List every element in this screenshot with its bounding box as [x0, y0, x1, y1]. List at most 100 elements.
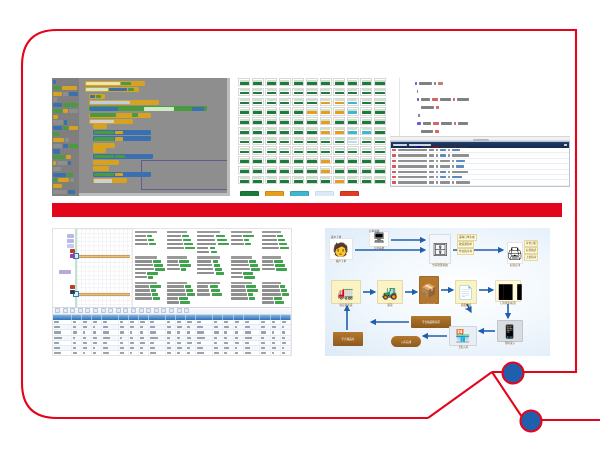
status-cell-header[interactable] — [361, 147, 371, 150]
ladder-contact[interactable] — [73, 291, 79, 297]
status-cell[interactable] — [238, 107, 250, 116]
status-cell[interactable] — [251, 166, 264, 175]
parameter-row[interactable] — [197, 250, 228, 254]
code-token[interactable] — [457, 145, 467, 149]
block-socket[interactable] — [119, 107, 143, 111]
cell-text[interactable] — [82, 321, 87, 324]
cell-text[interactable] — [244, 352, 251, 355]
cell-text[interactable] — [214, 347, 219, 350]
status-cell-body[interactable] — [280, 170, 290, 173]
status-cell-body[interactable] — [266, 121, 276, 124]
parameter-group-title[interactable] — [167, 231, 188, 234]
parameter-row[interactable] — [261, 297, 289, 300]
table-cell[interactable] — [149, 330, 167, 335]
table-row[interactable] — [53, 346, 291, 352]
status-cell-body[interactable] — [361, 131, 371, 134]
cell-text[interactable] — [167, 341, 171, 345]
status-cell[interactable] — [251, 136, 264, 145]
parameter-value[interactable] — [242, 271, 253, 275]
parameter-label[interactable] — [135, 285, 149, 288]
data-grid-header-cell[interactable] — [234, 314, 244, 321]
table-cell[interactable] — [139, 325, 150, 330]
status-cell-header[interactable] — [293, 108, 303, 111]
status-cell-body[interactable] — [361, 91, 371, 95]
parameter-group-title[interactable] — [167, 281, 188, 285]
code-block[interactable] — [93, 160, 119, 166]
parameter-row[interactable] — [230, 259, 260, 263]
parameter-group-title[interactable] — [135, 281, 157, 285]
status-cell-body[interactable] — [293, 150, 303, 154]
cell-text[interactable] — [92, 347, 96, 350]
parameter-row[interactable] — [167, 289, 195, 293]
table-cell[interactable] — [149, 320, 167, 325]
cell-text[interactable] — [261, 352, 266, 355]
code-block[interactable] — [93, 166, 109, 171]
table-cell[interactable] — [72, 325, 82, 330]
parameter-row[interactable] — [197, 242, 229, 246]
status-cell-header[interactable] — [280, 118, 290, 121]
parameter-label[interactable] — [167, 293, 187, 296]
log-token[interactable] — [392, 165, 396, 168]
parameter-group-title[interactable] — [197, 256, 220, 259]
parameter-row[interactable] — [167, 263, 195, 267]
status-cell[interactable] — [305, 87, 318, 96]
block-stack[interactable] — [93, 148, 153, 167]
status-cell[interactable] — [305, 117, 318, 126]
status-cell-body[interactable] — [375, 82, 385, 85]
status-cell-header[interactable] — [348, 118, 358, 121]
cell-text[interactable] — [92, 352, 97, 355]
status-cell-body[interactable] — [253, 121, 263, 124]
data-grid-header[interactable] — [53, 314, 291, 321]
status-cell[interactable] — [238, 136, 250, 145]
parameter-label[interactable] — [261, 301, 274, 304]
block-socket[interactable] — [144, 107, 174, 111]
parameter-label[interactable] — [261, 234, 276, 238]
cell-text[interactable] — [244, 331, 251, 334]
status-cell-body[interactable] — [266, 140, 276, 144]
table-cell[interactable] — [72, 320, 82, 325]
block-stack[interactable] — [93, 166, 151, 185]
parameter-row[interactable] — [135, 259, 165, 263]
status-cell-body[interactable] — [321, 121, 331, 124]
cell-text[interactable] — [72, 326, 77, 329]
ladder-rung[interactable] — [77, 255, 130, 259]
log-token[interactable] — [452, 149, 460, 152]
palette-chip[interactable] — [53, 166, 61, 171]
palette-chip[interactable] — [65, 137, 69, 142]
status-cell-header[interactable] — [334, 108, 344, 111]
block-socket[interactable] — [90, 94, 95, 99]
cell-text[interactable] — [177, 352, 180, 355]
data-grid-header-cell[interactable] — [53, 314, 72, 321]
status-cell[interactable] — [305, 156, 318, 165]
cell-text[interactable] — [261, 326, 266, 329]
block-socket[interactable] — [90, 119, 114, 123]
status-cell[interactable] — [346, 107, 359, 116]
status-cell-header[interactable] — [239, 79, 249, 82]
table-cell[interactable] — [223, 351, 234, 355]
parameter-value[interactable] — [217, 242, 229, 246]
status-cell-body[interactable] — [239, 111, 249, 115]
palette-chip[interactable] — [53, 160, 56, 166]
parameter-list[interactable] — [133, 229, 291, 307]
table-cell[interactable] — [139, 346, 150, 351]
block-socket[interactable] — [90, 113, 116, 117]
status-cell-header[interactable] — [293, 177, 303, 180]
status-cell-body[interactable] — [321, 82, 331, 85]
status-cell-header[interactable] — [375, 157, 385, 160]
status-cell-body[interactable] — [307, 160, 317, 163]
status-cell-body[interactable] — [348, 131, 358, 134]
cell-text[interactable] — [271, 321, 276, 324]
palette-block[interactable] — [53, 91, 78, 96]
code-token[interactable] — [457, 121, 468, 125]
status-cell[interactable] — [346, 175, 359, 184]
status-cell-body[interactable] — [348, 150, 358, 154]
parameter-label[interactable] — [197, 293, 211, 296]
status-cell-header[interactable] — [321, 147, 331, 150]
status-cell-header[interactable] — [348, 177, 358, 180]
code-block[interactable] — [89, 94, 105, 99]
parameter-group-title[interactable] — [197, 231, 220, 234]
parameter-label[interactable] — [135, 276, 147, 279]
status-cell[interactable] — [319, 117, 332, 126]
status-cell-header[interactable] — [266, 99, 276, 102]
table-cell[interactable] — [244, 330, 261, 335]
